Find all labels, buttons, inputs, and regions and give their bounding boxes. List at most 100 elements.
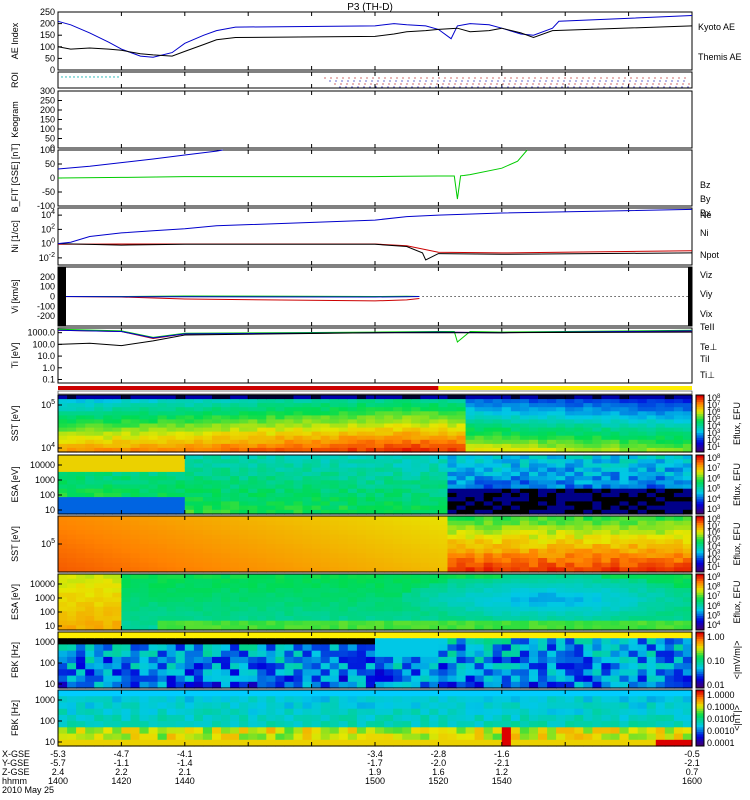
spectrogram-cell: [248, 675, 258, 683]
spectrogram-cell: [438, 476, 449, 481]
spectrogram-cell: [429, 632, 439, 639]
spectrogram-cell: [121, 484, 132, 490]
spectrogram-cell: [474, 525, 485, 531]
spectrogram-cell: [239, 497, 249, 502]
spectrogram-cell: [184, 488, 195, 494]
spectrogram-cell: [529, 602, 539, 608]
spectrogram-cell: [429, 606, 439, 612]
spectrogram-cell: [574, 443, 584, 449]
spectrogram-cell: [411, 588, 421, 594]
spectrogram-cell: [284, 539, 295, 545]
spectrogram-cell: [139, 638, 150, 645]
spectrogram-cell: [103, 431, 113, 437]
legend-ti-perp: Ti⊥: [700, 370, 715, 380]
spectrogram-cell: [311, 681, 322, 689]
spectrogram-cell: [311, 597, 322, 603]
spectrogram-cell: [420, 516, 430, 522]
spectrogram-cell: [420, 480, 430, 486]
spectrogram-cell: [438, 509, 449, 515]
spectrogram-cell: [139, 539, 150, 545]
spectrogram-cell: [293, 606, 304, 612]
spectrogram-cell: [438, 675, 449, 683]
spectrogram-cell: [429, 459, 439, 464]
spectrogram-cell: [293, 480, 304, 486]
spectrogram-cell: [85, 463, 95, 469]
spectrogram-cell: [320, 530, 331, 536]
spectrogram-cell: [193, 497, 204, 502]
spectrogram-cell: [320, 669, 331, 677]
spectrogram-cell: [646, 574, 657, 580]
spectrogram-cell: [583, 539, 593, 545]
roi-point: [351, 86, 353, 88]
spectrogram-cell: [637, 443, 648, 449]
spectrogram-cell: [682, 435, 693, 441]
spectrogram-cell: [628, 467, 639, 473]
spectrogram-cell: [438, 419, 449, 425]
spectrogram-cell: [266, 443, 276, 449]
spectrogram-cell: [193, 407, 204, 412]
spectrogram-cell: [420, 656, 430, 664]
spectrogram-cell: [193, 544, 204, 550]
spectrogram-cell: [646, 419, 657, 425]
roi-point: [573, 86, 575, 88]
spectrogram-cell: [193, 548, 204, 554]
spectrogram-cell: [329, 484, 340, 490]
spectrogram-cell: [465, 597, 476, 603]
spectrogram-cell: [492, 411, 503, 416]
roi-point: [550, 83, 552, 85]
spectrogram-cell: [293, 415, 304, 421]
legend-ni: Ni: [700, 228, 709, 238]
spectrogram-cell: [67, 459, 77, 464]
spectrogram-cell: [284, 620, 295, 626]
spectrogram-cell: [420, 616, 430, 622]
spectrogram-cell: [139, 632, 150, 639]
spectrogram-cell: [538, 611, 548, 617]
spectrogram-cell: [94, 411, 104, 416]
spectrogram-cell: [67, 534, 77, 540]
spectrogram-cell: [338, 625, 349, 631]
spectrogram-cell: [248, 509, 258, 515]
spectrogram-cell: [637, 447, 648, 453]
spectrogram-cell: [447, 435, 458, 441]
spectrogram-cell: [157, 539, 168, 545]
spectrogram-cell: [574, 663, 584, 670]
spectrogram-cell: [94, 574, 104, 580]
spectrogram-cell: [519, 669, 530, 677]
spectrogram-cell: [275, 431, 286, 437]
spectrogram-cell: [601, 611, 612, 617]
spectrogram-cell: [356, 558, 367, 564]
spectrogram-cell: [266, 597, 276, 603]
spectrogram-cell: [311, 567, 322, 573]
spectrogram-cell: [438, 669, 449, 677]
spectrogram-cell: [483, 625, 494, 631]
spectrogram-cell: [112, 597, 122, 603]
spectrogram-cell: [411, 597, 421, 603]
spectrogram-cell: [456, 431, 467, 437]
spectrogram-cell: [565, 403, 575, 408]
spectrogram-cell: [682, 488, 693, 494]
spectrogram-cell: [456, 574, 467, 580]
spectrogram-cell: [239, 467, 249, 473]
spectrogram-cell: [130, 588, 141, 594]
colorbar-tick-label: 108: [707, 453, 721, 463]
spectrogram-cell: [257, 484, 267, 490]
spectrogram-cell: [637, 505, 648, 511]
spectrogram-cell: [148, 516, 159, 522]
spectrogram-cell: [510, 520, 521, 526]
spectrogram-cell: [193, 447, 204, 453]
spectrogram-cell: [103, 484, 113, 490]
spectrogram-cell: [212, 525, 222, 531]
spectrogram-cell: [239, 669, 249, 677]
spectrogram-cell: [483, 411, 494, 416]
spectrogram-cell: [302, 644, 313, 652]
legend-vix: Vix: [700, 309, 713, 319]
spectrogram-cell: [682, 501, 693, 507]
colorbar-tick-label: 102: [707, 555, 721, 565]
roi-point: [587, 80, 589, 82]
spectrogram-cell: [411, 574, 421, 580]
spectrogram-cell: [556, 505, 566, 511]
spectrogram-cell: [384, 505, 394, 511]
spectrogram-cell: [501, 471, 512, 477]
spectrogram-cell: [492, 558, 503, 564]
spectrogram-cell: [610, 616, 621, 622]
